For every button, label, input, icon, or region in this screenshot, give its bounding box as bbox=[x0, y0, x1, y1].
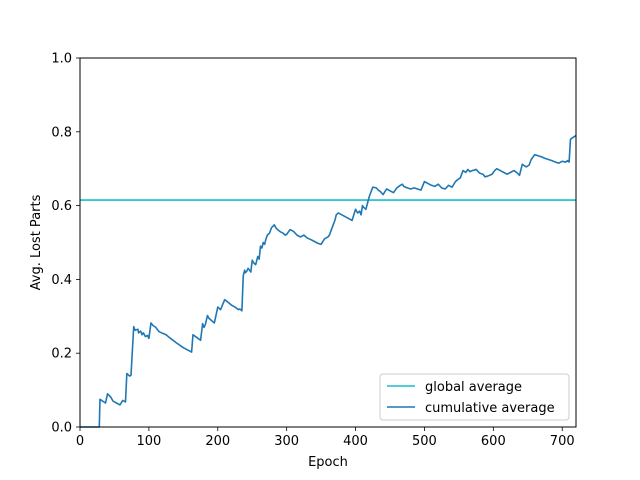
x-tick-label: 700 bbox=[550, 434, 575, 449]
x-tick-label: 0 bbox=[76, 434, 84, 449]
series-layer bbox=[80, 134, 577, 428]
y-tick-label: 0.2 bbox=[51, 347, 72, 362]
x-tick-label: 300 bbox=[274, 434, 299, 449]
y-tick-label: 0.4 bbox=[51, 273, 72, 288]
x-tick-label: 200 bbox=[205, 434, 230, 449]
legend-box bbox=[379, 373, 570, 421]
x-tick-label: 500 bbox=[412, 434, 437, 449]
y-axis-title: Avg. Lost Parts bbox=[29, 194, 44, 290]
y-tick-label: 1.0 bbox=[51, 52, 72, 67]
y-tick-label: 0.8 bbox=[51, 125, 72, 140]
y-axis-ticks: 0.0 0.2 0.4 0.6 0.8 1.0 bbox=[51, 52, 80, 436]
legend-label-cumulative-average: cumulative average bbox=[425, 401, 555, 416]
y-tick-label: 0.6 bbox=[51, 199, 72, 214]
x-tick-label: 100 bbox=[136, 434, 161, 449]
plot-frame bbox=[79, 57, 577, 428]
x-tick-label: 600 bbox=[481, 434, 506, 449]
legend-label-global-average: global average bbox=[425, 380, 522, 395]
x-tick-label: 400 bbox=[343, 434, 368, 449]
series-line-cumulative-average bbox=[80, 134, 577, 428]
x-axis-title: Epoch bbox=[308, 455, 348, 470]
y-tick-label: 0.0 bbox=[51, 421, 72, 436]
legend: global average cumulative average bbox=[379, 373, 570, 421]
x-axis-ticks: 0 100 200 300 400 500 600 700 bbox=[76, 427, 575, 449]
